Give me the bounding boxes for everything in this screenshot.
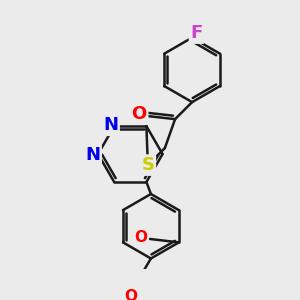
Text: N: N: [103, 116, 118, 134]
Text: O: O: [131, 105, 147, 123]
Text: S: S: [141, 156, 154, 174]
Text: F: F: [190, 24, 203, 42]
Text: O: O: [125, 289, 138, 300]
Text: N: N: [85, 146, 100, 164]
Text: O: O: [134, 230, 147, 245]
